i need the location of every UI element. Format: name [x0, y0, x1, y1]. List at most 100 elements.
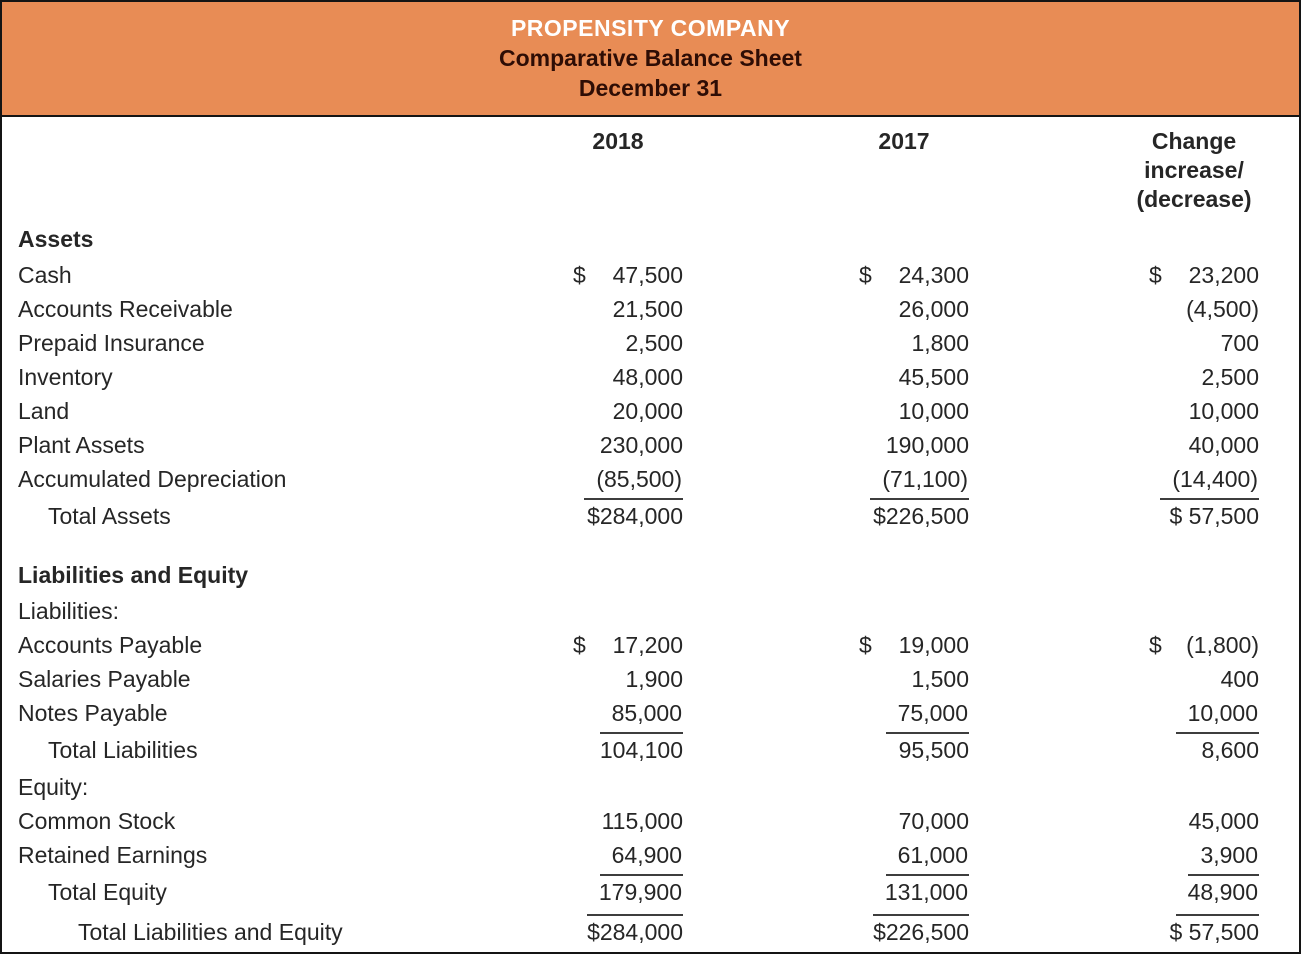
amount-value: 45,500: [898, 364, 969, 390]
amount-value: $284,000: [587, 503, 683, 529]
amount-change: 8,600: [1129, 730, 1259, 770]
row-label: Common Stock: [18, 808, 176, 834]
amount-change: 3,900: [1129, 838, 1259, 876]
amount-value: 179,900: [586, 872, 683, 916]
amount-value: 24,300: [898, 262, 969, 288]
change-header-line1: Change: [1151, 128, 1237, 154]
amount-change: 48,900: [1129, 872, 1259, 916]
title-band: PROPENSITY COMPANY Comparative Balance S…: [2, 2, 1299, 117]
amount-value: (1,800): [1186, 632, 1259, 658]
row-label: Salaries Payable: [18, 666, 191, 692]
amount-2017: $19,000: [839, 628, 969, 662]
item-row: Inventory 48,000 45,500 2,500: [2, 360, 1299, 394]
amount-change: $ 57,500: [1129, 912, 1259, 952]
amount-value: 3,900: [1188, 838, 1259, 876]
amount-2017: 95,500: [839, 730, 969, 770]
amount-2017: (71,100): [839, 462, 969, 500]
amount-value: (4,500): [1186, 296, 1259, 322]
item-row: Land 20,000 10,000 10,000: [2, 394, 1299, 428]
amount-2017: 26,000: [839, 292, 969, 326]
row-label: Prepaid Insurance: [18, 330, 205, 356]
amount-value: 85,000: [599, 696, 683, 734]
amount-2017: 10,000: [839, 394, 969, 428]
amount-value: 230,000: [599, 432, 683, 458]
amount-2017: $24,300: [839, 258, 969, 292]
amount-value: (85,500): [584, 462, 683, 500]
amount-change: $23,200: [1129, 258, 1259, 292]
amount-2017: 45,500: [839, 360, 969, 394]
amount-2017: 190,000: [839, 428, 969, 462]
amount-2018: 230,000: [553, 428, 683, 462]
amount-2018: 48,000: [553, 360, 683, 394]
amount-value: 23,200: [1188, 262, 1259, 288]
amount-value: 61,000: [885, 838, 969, 876]
amount-value: 115,000: [601, 808, 683, 834]
item-row: Accounts Payable $17,200 $19,000 $ (1,800): [2, 628, 1299, 662]
amount-2018: $47,500: [553, 258, 683, 292]
amount-value: $226,500: [873, 919, 969, 945]
row-label: Accounts Receivable: [18, 296, 233, 322]
item-row: Common Stock 115,000 70,000 45,000: [2, 804, 1299, 838]
amount-2018: $284,000: [553, 496, 683, 536]
amount-value: 20,000: [612, 398, 683, 424]
amount-change: 400: [1129, 662, 1259, 696]
row-label: Liabilities:: [18, 598, 119, 624]
currency-symbol: $: [1149, 632, 1162, 658]
amount-value: 17,200: [612, 632, 683, 658]
amount-value: 700: [1220, 330, 1259, 356]
amount-2017: 131,000: [839, 872, 969, 916]
total-row: Total Assets $284,000 $226,500 $ 57,500: [2, 496, 1299, 536]
currency-symbol: $: [573, 632, 586, 658]
row-label: Accumulated Depreciation: [18, 466, 287, 492]
amount-change: (4,500): [1129, 292, 1259, 326]
amount-value: $ 57,500: [1169, 919, 1259, 945]
amount-change: 10,000: [1129, 696, 1259, 734]
amount-value: $284,000: [587, 919, 683, 945]
amount-value: $226,500: [873, 503, 969, 529]
row-label: Total Equity: [48, 879, 167, 905]
report-title: Comparative Balance Sheet: [499, 45, 802, 71]
change-header-line3: (decrease): [1136, 186, 1252, 212]
amount-2018: 115,000: [553, 804, 683, 838]
amount-value: 26,000: [898, 296, 969, 322]
row-label: Liabilities and Equity: [18, 562, 249, 588]
row-label: Notes Payable: [18, 700, 168, 726]
row-label: Equity:: [18, 774, 89, 800]
amount-value: 64,900: [599, 838, 683, 876]
amount-change: 2,500: [1129, 360, 1259, 394]
amount-value: 1,800: [911, 330, 969, 356]
item-row: Accounts Receivable 21,500 26,000 (4,500): [2, 292, 1299, 326]
section-header-row: Assets: [2, 220, 1299, 258]
row-label: Total Assets: [48, 503, 171, 529]
amount-2018: 1,900: [553, 662, 683, 696]
section-header-row: Liabilities and Equity: [2, 556, 1299, 594]
item-row: Notes Payable 85,000 75,000 10,000: [2, 696, 1299, 734]
amount-change: 40,000: [1129, 428, 1259, 462]
amount-value: 2,500: [1201, 364, 1259, 390]
amount-2018: 2,500: [553, 326, 683, 360]
amount-value: 95,500: [898, 737, 969, 763]
item-row: Prepaid Insurance 2,500 1,800 700: [2, 326, 1299, 360]
amount-2017: $226,500: [839, 912, 969, 952]
amount-change: 700: [1129, 326, 1259, 360]
amount-change: 45,000: [1129, 804, 1259, 838]
amount-value: 1,900: [625, 666, 683, 692]
row-label: Inventory: [18, 364, 113, 390]
amount-value: $ 57,500: [1169, 503, 1259, 529]
item-row: Liabilities:: [2, 594, 1299, 628]
amount-2017: 1,500: [839, 662, 969, 696]
amount-change: (14,400): [1129, 462, 1259, 500]
amount-value: 19,000: [898, 632, 969, 658]
amount-2018: 85,000: [553, 696, 683, 734]
amount-value: 10,000: [1175, 696, 1259, 734]
amount-2018: 20,000: [553, 394, 683, 428]
amount-value: 48,000: [612, 364, 683, 390]
column-header-2018: 2018: [592, 128, 644, 154]
amount-value: 75,000: [885, 696, 969, 734]
total-row: Total Equity 179,900 131,000 48,900: [2, 872, 1299, 916]
amount-value: (14,400): [1160, 462, 1259, 500]
item-row: Plant Assets 230,000 190,000 40,000: [2, 428, 1299, 462]
currency-symbol: $: [859, 262, 872, 288]
column-header-2017: 2017: [878, 128, 930, 154]
amount-2018: (85,500): [553, 462, 683, 500]
